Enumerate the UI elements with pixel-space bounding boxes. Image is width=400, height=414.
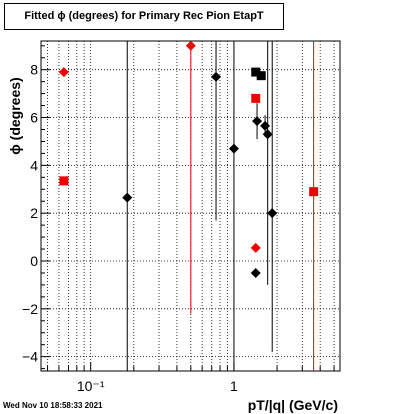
data-point-diamond xyxy=(228,143,239,154)
chart-title: Fitted ϕ (degrees) for Primary Rec Pion … xyxy=(4,3,284,30)
data-point-square xyxy=(256,71,266,81)
x-axis-label: pT/|q| (GeV/c) xyxy=(248,397,338,413)
data-point-diamond xyxy=(58,67,69,78)
data-point-square xyxy=(309,187,319,197)
data-point-square xyxy=(251,67,261,77)
x-tick-labels: 10⁻¹ 1 xyxy=(77,378,238,394)
y-tick-label: 6 xyxy=(30,110,38,126)
error-bars xyxy=(126,41,315,371)
x-tick-label: 1 xyxy=(230,378,238,394)
data-point-diamond xyxy=(211,71,222,82)
y-tick-label: 8 xyxy=(30,62,38,78)
y-tick-label: −4 xyxy=(22,349,38,365)
y-tick-labels: −4 −2 0 2 4 6 8 xyxy=(22,62,38,365)
data-point-diamond xyxy=(185,40,196,51)
data-point-diamond xyxy=(252,116,263,127)
y-tick-label: 0 xyxy=(30,253,38,269)
data-point-diamond xyxy=(250,242,261,253)
data-point-square xyxy=(59,176,69,186)
grid-lines xyxy=(41,41,340,371)
data-point-diamond xyxy=(250,267,261,278)
data-point-diamond xyxy=(262,129,273,140)
y-tick-label: −2 xyxy=(22,301,38,317)
x-tick-label: 10⁻¹ xyxy=(77,378,105,394)
timestamp: Wed Nov 10 18:58:33 2021 xyxy=(3,401,103,410)
y-tick-label: 4 xyxy=(30,157,38,173)
data-point-square xyxy=(251,93,261,103)
axis-ticks xyxy=(41,45,335,371)
y-axis-label: ϕ (degrees) xyxy=(7,77,23,154)
data-point-diamond xyxy=(122,192,133,203)
data-markers xyxy=(58,40,319,278)
data-point-diamond xyxy=(260,120,271,131)
data-point-diamond xyxy=(267,208,278,219)
y-tick-label: 2 xyxy=(30,205,38,221)
